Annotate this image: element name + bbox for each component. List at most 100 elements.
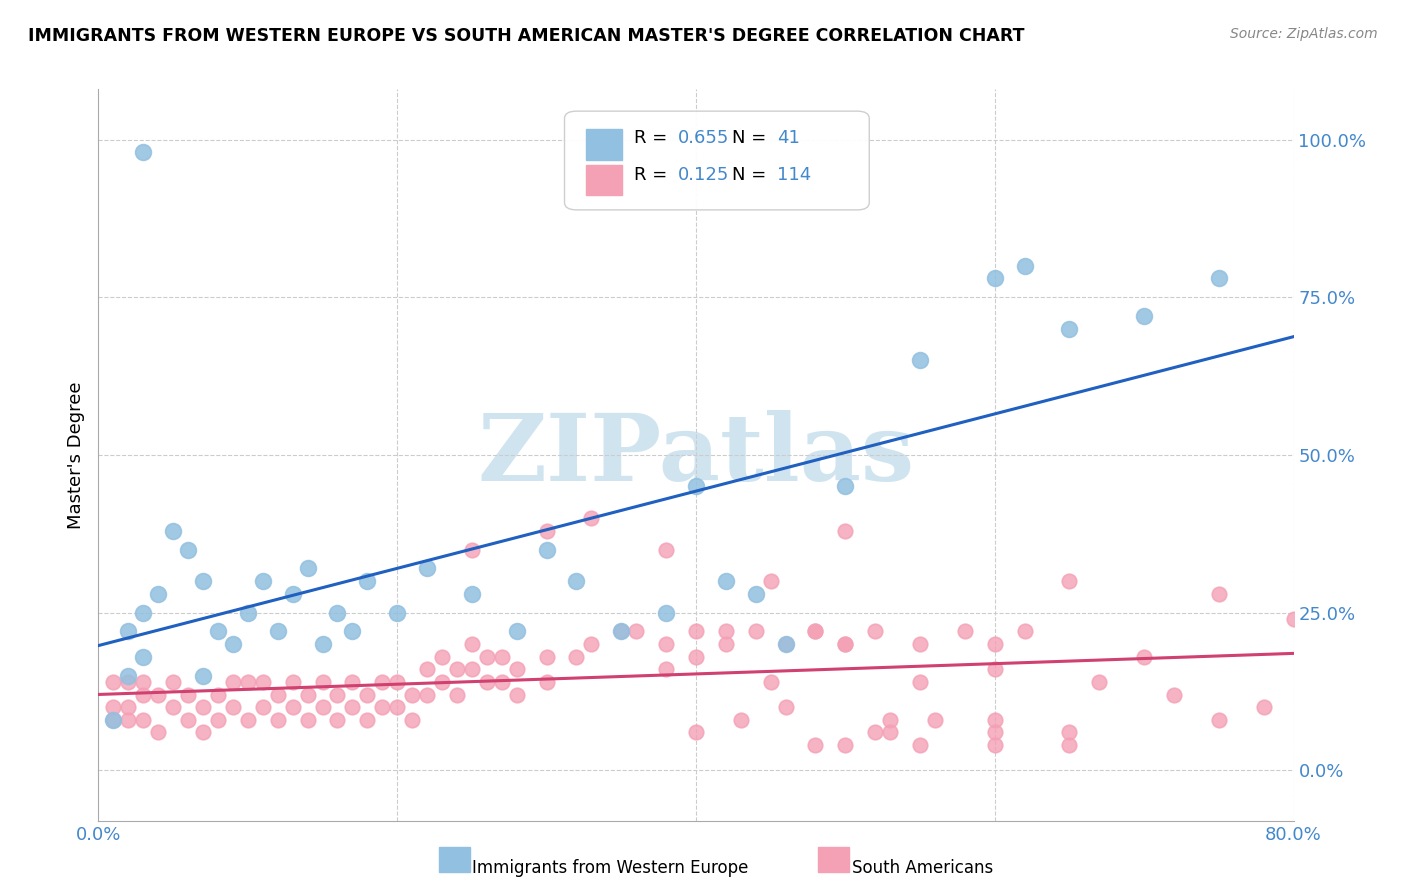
Point	[132, 688, 155, 702]
Point	[581, 511, 603, 525]
Point	[177, 713, 200, 727]
Point	[759, 574, 782, 588]
Point	[401, 713, 423, 727]
Point	[117, 668, 139, 682]
Point	[207, 624, 229, 639]
Point	[177, 688, 200, 702]
Point	[326, 688, 349, 702]
Y-axis label: Master's Degree: Master's Degree	[66, 381, 84, 529]
Point	[281, 700, 304, 714]
Point	[565, 649, 588, 664]
Point	[446, 688, 468, 702]
Bar	[586, 129, 621, 161]
Point	[581, 637, 603, 651]
Point	[775, 637, 797, 651]
Point	[236, 606, 259, 620]
Point	[461, 587, 484, 601]
Point	[1133, 649, 1156, 664]
Point	[984, 738, 1007, 752]
Point	[297, 561, 319, 575]
Point	[222, 637, 245, 651]
Point	[984, 271, 1007, 285]
Text: N =: N =	[733, 129, 772, 147]
Point	[536, 674, 558, 689]
Point	[834, 637, 856, 651]
Point	[730, 713, 752, 727]
Point	[475, 649, 498, 664]
Point	[984, 725, 1007, 739]
Text: Immigrants from Western Europe: Immigrants from Western Europe	[472, 859, 749, 877]
Point	[356, 688, 378, 702]
Point	[610, 624, 633, 639]
Point	[132, 674, 155, 689]
Point	[1208, 271, 1230, 285]
Point	[281, 587, 304, 601]
Point	[908, 738, 931, 752]
Point	[461, 662, 484, 676]
Point	[207, 713, 229, 727]
Point	[655, 662, 678, 676]
Text: 0.125: 0.125	[678, 166, 730, 184]
Point	[834, 479, 856, 493]
Point	[714, 637, 737, 651]
Point	[162, 700, 184, 714]
Point	[536, 524, 558, 538]
Point	[775, 700, 797, 714]
Point	[804, 624, 827, 639]
Point	[1014, 624, 1036, 639]
Point	[103, 713, 125, 727]
Point	[1208, 587, 1230, 601]
Point	[506, 624, 529, 639]
Text: R =: R =	[634, 166, 673, 184]
Point	[148, 688, 170, 702]
Point	[103, 674, 125, 689]
Point	[1163, 688, 1185, 702]
Point	[148, 587, 170, 601]
Point	[446, 662, 468, 676]
Point	[655, 542, 678, 557]
Point	[834, 637, 856, 651]
Point	[191, 700, 214, 714]
Point	[103, 700, 125, 714]
Point	[865, 624, 887, 639]
Point	[267, 624, 290, 639]
Point	[297, 688, 319, 702]
Point	[281, 674, 304, 689]
Point	[475, 674, 498, 689]
Point	[1059, 738, 1081, 752]
Point	[685, 725, 707, 739]
Point	[461, 542, 484, 557]
Point	[162, 674, 184, 689]
Point	[191, 574, 214, 588]
Point	[132, 145, 155, 160]
Point	[191, 668, 214, 682]
Point	[342, 674, 364, 689]
Point	[834, 738, 856, 752]
Point	[506, 688, 529, 702]
Point	[865, 725, 887, 739]
Point	[536, 649, 558, 664]
Point	[401, 688, 423, 702]
Point	[610, 624, 633, 639]
Point	[416, 561, 439, 575]
Point	[356, 713, 378, 727]
Text: 114: 114	[778, 166, 811, 184]
Point	[908, 353, 931, 368]
Point	[655, 637, 678, 651]
Point	[222, 674, 245, 689]
Point	[655, 606, 678, 620]
Point	[775, 637, 797, 651]
Point	[984, 637, 1007, 651]
Point	[311, 700, 333, 714]
Point	[371, 700, 394, 714]
Point	[879, 713, 901, 727]
Point	[804, 624, 827, 639]
Point	[430, 674, 453, 689]
Point	[117, 624, 139, 639]
Point	[132, 606, 155, 620]
Point	[745, 624, 768, 639]
Text: R =: R =	[634, 129, 673, 147]
Point	[924, 713, 946, 727]
Point	[222, 700, 245, 714]
Point	[132, 713, 155, 727]
